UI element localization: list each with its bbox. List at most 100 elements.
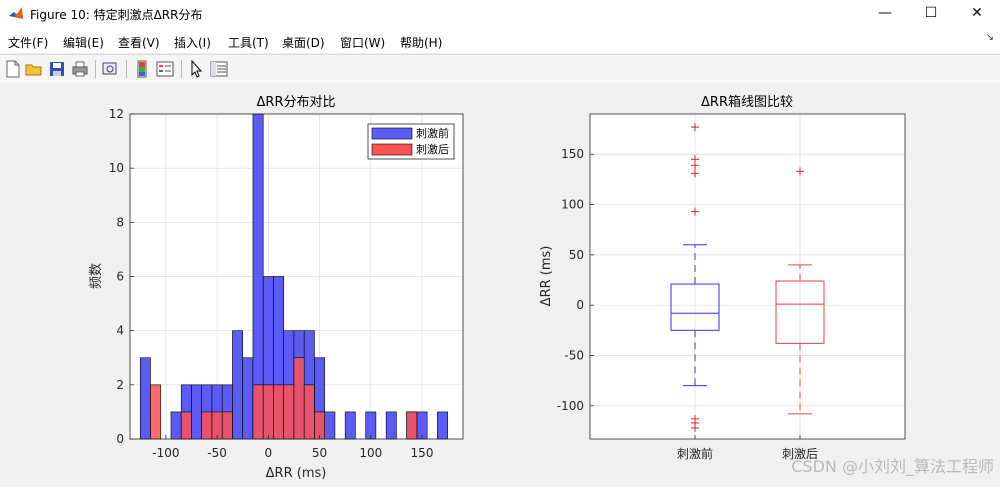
boxplot-outlier bbox=[691, 161, 699, 170]
boxplot-title: ΔRR箱线图比较 bbox=[701, 94, 793, 110]
histogram-bar-after bbox=[303, 384, 315, 440]
histogram-bar-after bbox=[406, 411, 418, 440]
close-button[interactable]: ✕ bbox=[971, 5, 983, 21]
histogram-ticks: -100 -50 0 50 100 150 0 2 4 6 8 10 12 bbox=[109, 107, 434, 460]
histogram-bar-after bbox=[221, 411, 233, 440]
histogram-chart: -100 -50 0 50 100 150 0 2 4 6 8 10 12 ΔRR分布对比 ΔRR (m… bbox=[89, 95, 464, 481]
histogram-bar-before bbox=[191, 384, 203, 440]
minimize-button[interactable]: — bbox=[878, 5, 892, 21]
histogram-bar-after bbox=[293, 357, 305, 440]
histogram-bar-after bbox=[273, 384, 284, 440]
toolbar-separator bbox=[126, 60, 127, 78]
watermark: CSDN @小刘刘_算法工程师 bbox=[791, 457, 994, 476]
histogram-y-tick-label: 8 bbox=[116, 215, 124, 229]
histogram-y-tick-label: 12 bbox=[109, 107, 124, 121]
histogram-x-tick-label: 50 bbox=[312, 446, 327, 460]
save-icon[interactable] bbox=[48, 60, 66, 78]
boxplot-y-tick-label: 0 bbox=[576, 298, 584, 312]
histogram-bar-after bbox=[262, 384, 274, 440]
histogram-bar-after bbox=[201, 411, 213, 440]
boxplot-y-tick-label: 150 bbox=[561, 147, 584, 161]
print-icon[interactable] bbox=[71, 60, 89, 78]
toolbar bbox=[0, 54, 1000, 84]
legend-label-before: 刺激前 bbox=[416, 126, 449, 140]
boxplot-outlier bbox=[691, 169, 699, 178]
histogram-bar-before bbox=[437, 411, 448, 440]
histogram-bar-after bbox=[283, 384, 295, 440]
maximize-button[interactable]: ☐ bbox=[924, 5, 938, 21]
boxplot-chart: -100 -50 0 50 100 150 刺激前 刺激后 ΔRR箱线图比较 ΔRR (ms) bbox=[539, 94, 906, 461]
menu-desktop[interactable]: 桌面(D) bbox=[282, 36, 325, 50]
menu-edit[interactable]: 编辑(E) bbox=[63, 36, 104, 50]
boxplot-axes-background bbox=[590, 114, 905, 439]
menu-view[interactable]: 查看(V) bbox=[118, 36, 160, 50]
print-preview-icon[interactable] bbox=[101, 60, 119, 78]
legend-swatch-before bbox=[371, 127, 413, 140]
colorbar-icon[interactable] bbox=[133, 60, 151, 78]
histogram-bar-after bbox=[211, 411, 223, 440]
histogram-bar-before bbox=[385, 411, 397, 440]
histogram-x-tick-label: -100 bbox=[152, 446, 179, 460]
pointer-icon[interactable] bbox=[188, 60, 206, 78]
histogram-ylabel: 频数 bbox=[89, 263, 104, 289]
histogram-x-tick-label: -50 bbox=[207, 446, 227, 460]
boxplot-box bbox=[670, 283, 720, 331]
open-file-icon[interactable] bbox=[25, 60, 43, 78]
boxplot-outlier bbox=[691, 123, 699, 132]
matlab-logo-icon bbox=[9, 7, 23, 19]
histogram-bar-before bbox=[232, 330, 244, 440]
new-figure-icon[interactable] bbox=[4, 60, 22, 78]
boxplot-y-tick-label: -100 bbox=[557, 399, 584, 413]
histogram-bar-after bbox=[252, 384, 264, 440]
menu-insert[interactable]: 插入(I) bbox=[174, 36, 211, 50]
figure-svg: -100 -50 0 50 100 150 0 2 4 6 8 10 12 ΔRR分布对比 ΔRR (m… bbox=[89, 94, 906, 481]
boxplot-y-tick-label: 50 bbox=[569, 248, 584, 262]
menu-help[interactable]: 帮助(H) bbox=[400, 36, 443, 50]
histogram-bar-after bbox=[180, 411, 192, 440]
boxplot-y-tick-label: 100 bbox=[561, 198, 584, 212]
title-bar: Figure 10: 特定刺激点ΔRR分布 — ☐ ✕ bbox=[0, 0, 1000, 27]
boxplot-box bbox=[775, 280, 825, 344]
dock-arrow-icon[interactable]: ↘ bbox=[985, 32, 994, 43]
boxplot-category-label: 刺激后 bbox=[782, 447, 818, 461]
histogram-bar-after bbox=[314, 411, 325, 440]
boxplot-boxes bbox=[670, 123, 825, 432]
histogram-y-tick-label: 0 bbox=[116, 432, 124, 446]
property-editor-icon[interactable] bbox=[210, 60, 228, 78]
histogram-bar-after bbox=[150, 384, 162, 440]
legend-icon[interactable] bbox=[156, 60, 174, 78]
boxplot-outlier bbox=[796, 167, 804, 176]
histogram-bar-before bbox=[139, 357, 151, 440]
boxplot-axes-frame bbox=[589, 113, 906, 440]
legend-swatch-after bbox=[371, 143, 413, 156]
boxplot-category-label: 刺激前 bbox=[677, 446, 713, 461]
boxplot-ylabel: ΔRR (ms) bbox=[539, 246, 554, 307]
histogram-x-tick-label: 100 bbox=[359, 446, 382, 460]
histogram-title: ΔRR分布对比 bbox=[257, 95, 336, 110]
histogram-bars bbox=[139, 113, 448, 440]
toolbar-separator bbox=[95, 60, 96, 78]
histogram-y-tick-label: 10 bbox=[109, 161, 124, 175]
boxplot-outlier bbox=[691, 207, 699, 216]
histogram-xlabel: ΔRR (ms) bbox=[266, 466, 327, 481]
histogram-y-tick-label: 4 bbox=[116, 324, 124, 338]
toolbar-separator bbox=[181, 60, 182, 78]
histogram-x-tick-label: 150 bbox=[411, 446, 434, 460]
menu-file[interactable]: 文件(F) bbox=[8, 36, 49, 50]
histogram-bar-before bbox=[365, 411, 377, 440]
boxplot-outlier bbox=[691, 423, 699, 432]
legend-label-after: 刺激后 bbox=[416, 142, 449, 156]
menu-window[interactable]: 窗口(W) bbox=[340, 36, 386, 50]
boxplot-ticks: -100 -50 0 50 100 150 刺激前 刺激后 bbox=[557, 147, 818, 461]
histogram-bar-before bbox=[416, 411, 428, 440]
histogram-y-tick-label: 6 bbox=[116, 270, 124, 284]
histogram-bar-before bbox=[242, 357, 254, 440]
menu-tools[interactable]: 工具(T) bbox=[228, 36, 269, 50]
histogram-legend: 刺激前 刺激后 bbox=[367, 123, 455, 160]
histogram-x-tick-label: 0 bbox=[265, 446, 273, 460]
histogram-bar-before bbox=[324, 411, 336, 440]
histogram-y-tick-label: 2 bbox=[116, 378, 124, 392]
window-title: Figure 10: 特定刺激点ΔRR分布 bbox=[30, 8, 203, 22]
histogram-bar-before bbox=[170, 411, 182, 440]
boxplot-y-tick-label: -50 bbox=[564, 348, 584, 362]
